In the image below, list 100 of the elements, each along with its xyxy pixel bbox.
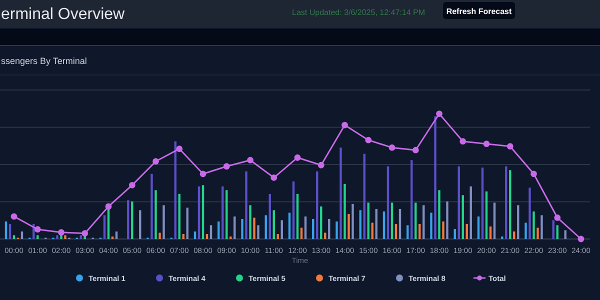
bar xyxy=(198,186,200,239)
bar xyxy=(249,205,252,239)
bar xyxy=(422,205,425,239)
bar xyxy=(312,218,314,239)
bar xyxy=(513,231,516,239)
bar xyxy=(454,228,456,239)
text: Last Updated: 3/6/2025, 12:47:14 PM xyxy=(292,8,426,17)
bar xyxy=(296,194,299,239)
bar xyxy=(414,202,417,239)
bar xyxy=(367,202,370,239)
bar xyxy=(485,191,488,239)
bar xyxy=(182,234,184,239)
bar xyxy=(524,222,527,239)
point xyxy=(554,214,561,221)
point xyxy=(388,144,396,151)
bar xyxy=(470,186,472,239)
bar xyxy=(438,190,440,239)
bar xyxy=(359,210,362,239)
bar xyxy=(257,225,260,239)
bar xyxy=(564,230,566,239)
bar xyxy=(115,231,118,239)
point xyxy=(342,122,348,128)
bar xyxy=(154,190,157,239)
bar xyxy=(398,208,402,239)
text: Refresh Forecast xyxy=(446,7,512,16)
bar xyxy=(466,224,468,239)
bar xyxy=(210,225,212,239)
point xyxy=(152,158,159,165)
bar xyxy=(316,171,318,239)
point xyxy=(318,162,324,168)
bar xyxy=(103,215,106,239)
bar xyxy=(111,236,114,239)
bar xyxy=(288,212,291,239)
bar xyxy=(556,225,558,239)
bar xyxy=(324,232,326,239)
bar xyxy=(186,208,188,239)
bar xyxy=(434,116,436,239)
bar xyxy=(517,205,520,239)
point xyxy=(82,230,88,237)
bar xyxy=(304,216,307,239)
bar xyxy=(276,234,279,239)
point xyxy=(223,163,230,170)
bar xyxy=(552,220,554,239)
bar xyxy=(344,184,346,239)
bar xyxy=(394,224,398,239)
point xyxy=(128,182,136,188)
bar xyxy=(131,201,134,239)
bar xyxy=(477,216,480,239)
bar xyxy=(194,231,196,239)
bar xyxy=(375,208,378,239)
point xyxy=(294,154,301,161)
point xyxy=(506,143,514,150)
bar xyxy=(253,218,256,239)
bar xyxy=(292,181,295,239)
bar xyxy=(226,190,228,239)
bar xyxy=(56,235,58,239)
bar xyxy=(241,218,244,239)
bar xyxy=(528,188,531,239)
point xyxy=(58,229,64,236)
bar xyxy=(532,211,535,239)
bar xyxy=(245,171,248,239)
bar xyxy=(202,185,204,239)
bar xyxy=(363,154,366,239)
bar xyxy=(280,220,283,239)
bar xyxy=(4,221,8,239)
bar xyxy=(509,170,512,239)
point xyxy=(247,156,254,164)
chart-title: erminal Overview xyxy=(1,6,126,23)
bar xyxy=(390,202,394,239)
bar xyxy=(272,210,275,239)
point xyxy=(176,146,183,152)
bar xyxy=(162,205,165,239)
bar xyxy=(300,228,303,239)
bar xyxy=(230,236,232,239)
bar xyxy=(328,218,330,239)
bar xyxy=(80,235,82,239)
point xyxy=(578,236,584,242)
bar xyxy=(178,194,180,239)
bar xyxy=(386,166,390,239)
point xyxy=(365,136,372,144)
bar xyxy=(540,215,543,239)
point xyxy=(483,140,490,148)
bar xyxy=(406,225,409,239)
bar xyxy=(505,166,508,239)
bar xyxy=(139,210,142,239)
bar xyxy=(410,160,413,239)
bar xyxy=(382,211,386,239)
bar xyxy=(489,226,492,239)
point xyxy=(270,174,278,181)
point xyxy=(105,203,112,210)
bar xyxy=(371,222,374,239)
bar xyxy=(352,204,354,239)
bar xyxy=(340,148,342,239)
bar xyxy=(348,214,350,239)
bar xyxy=(8,224,12,239)
chart-subtitle: ssengers By Terminal xyxy=(1,56,87,66)
bar xyxy=(64,235,66,239)
bar xyxy=(418,224,421,239)
bar xyxy=(12,235,16,239)
bar xyxy=(150,174,153,239)
